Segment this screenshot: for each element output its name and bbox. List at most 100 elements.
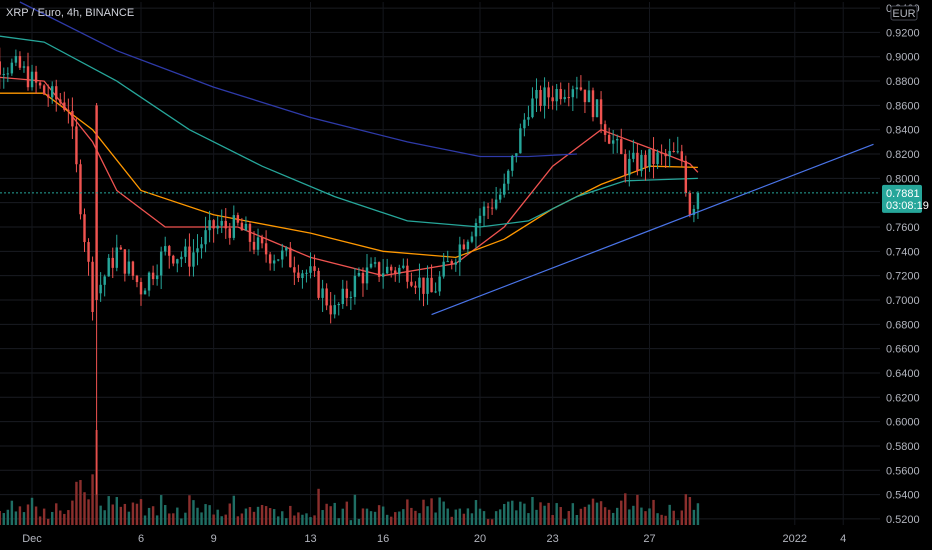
candle-body <box>143 290 147 295</box>
time-tick-label: 13 <box>304 533 316 545</box>
volume-bar <box>531 497 534 525</box>
candle-body <box>168 246 171 256</box>
volume-bar <box>248 507 252 525</box>
volume-bar <box>127 511 131 525</box>
volume-bar <box>46 518 50 525</box>
time-tick-label: 23 <box>547 533 559 545</box>
volume-bar <box>143 515 147 525</box>
volume-bar <box>668 504 671 525</box>
volume-bar <box>151 506 155 525</box>
candle-body <box>519 128 522 154</box>
candle-body <box>648 149 651 168</box>
candle-body <box>87 242 90 262</box>
volume-bar <box>38 516 42 525</box>
volume-bar <box>369 511 373 525</box>
candle-body <box>248 223 252 242</box>
price-tick-label: 0.7000 <box>886 295 920 307</box>
volume-bars <box>0 430 700 525</box>
volume-bar <box>75 481 78 525</box>
volume-bar <box>478 508 482 525</box>
candle-body <box>511 155 514 171</box>
candle-body <box>95 105 98 300</box>
candle-body <box>224 220 227 229</box>
candle-body <box>373 262 377 264</box>
volume-bar <box>252 511 256 525</box>
volume-bar <box>63 513 66 525</box>
volume-bar <box>119 506 123 525</box>
price-tick-label: 0.8800 <box>886 76 920 88</box>
volume-bar <box>212 514 215 525</box>
volume-bar <box>172 513 175 525</box>
candle-body <box>422 277 425 294</box>
volume-bar <box>628 509 631 525</box>
volume-bar <box>470 513 474 525</box>
candle-body <box>430 277 433 293</box>
candle-body <box>361 272 365 284</box>
candle-body <box>79 164 82 215</box>
volume-bar <box>555 503 558 525</box>
volume-bar <box>620 500 623 525</box>
price-tick-label: 0.6400 <box>886 368 920 380</box>
volume-bar <box>652 499 655 525</box>
volume-bar <box>317 488 320 525</box>
candle-body <box>123 249 127 274</box>
volume-bar <box>603 507 607 525</box>
time-tick-label: 6 <box>138 533 144 545</box>
candle-body <box>478 215 482 224</box>
volume-bar <box>385 514 389 525</box>
volume-bar <box>131 502 135 525</box>
volume-bar <box>260 504 264 525</box>
candle-body <box>184 246 187 257</box>
volume-bar <box>511 500 514 525</box>
candle-body <box>365 267 369 284</box>
candle-body <box>293 267 296 273</box>
candle-body <box>208 220 211 231</box>
symbol-title[interactable]: XRP / Euro, 4h, BINANCE <box>6 7 134 19</box>
volume-bar <box>264 506 268 525</box>
candle-body <box>0 61 1 75</box>
candle-body <box>390 266 393 271</box>
candle-body <box>115 247 118 268</box>
candle-body <box>620 139 623 155</box>
candle-body <box>543 87 546 106</box>
volume-bar <box>87 499 90 525</box>
volume-bar <box>147 507 151 525</box>
candle-body <box>91 261 94 312</box>
candle-body <box>688 192 692 216</box>
volume-bar <box>692 509 696 525</box>
volume-bar <box>107 496 110 525</box>
candle-body <box>555 88 558 102</box>
candle-body <box>204 230 207 245</box>
volume-bar <box>402 509 405 525</box>
price-scale[interactable]: 0.94000.92000.90000.88000.86000.84000.82… <box>886 3 920 526</box>
volume-bar <box>571 503 575 525</box>
candle-body <box>676 151 679 153</box>
volume-bar <box>256 506 260 525</box>
candle-body <box>523 119 526 129</box>
candle-body <box>55 86 58 100</box>
volume-bar <box>442 501 445 525</box>
currency-box[interactable]: EUR <box>890 5 918 21</box>
candle-body <box>547 87 550 98</box>
volume-bar <box>410 507 413 525</box>
volume-bar <box>406 499 409 525</box>
volume-bar <box>616 507 619 525</box>
candle-body <box>591 90 595 118</box>
candle-body <box>535 89 538 99</box>
candle-body <box>426 277 429 294</box>
volume-bar <box>293 515 296 525</box>
volume-bar <box>277 516 280 525</box>
candle-body <box>680 151 683 161</box>
time-axis[interactable]: Dec 6 9 13 16 20 23 27 2022 4 <box>22 533 846 545</box>
volume-bar <box>111 504 114 525</box>
candle-body <box>470 236 474 242</box>
volume-bar <box>139 499 143 525</box>
volume-bar <box>10 500 14 525</box>
candle-body <box>240 222 244 231</box>
trendline[interactable] <box>431 143 874 316</box>
volume-bar <box>535 509 538 525</box>
price-tick-label: 0.8200 <box>886 149 920 161</box>
volume-bar <box>321 510 324 525</box>
candle-body <box>192 252 195 267</box>
